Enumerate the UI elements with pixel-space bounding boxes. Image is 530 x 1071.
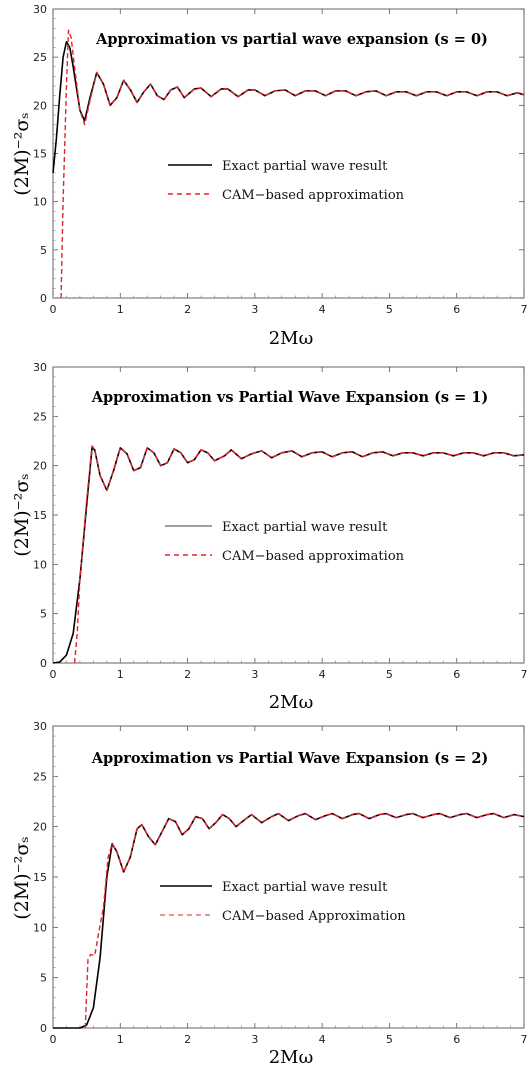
- x-tick-label: 3: [251, 303, 258, 316]
- y-tick-label: 10: [33, 921, 47, 934]
- y-axis-label: (2M)⁻²σₛ: [11, 473, 33, 556]
- y-tick-label: 10: [33, 558, 47, 571]
- y-tick-label: 15: [33, 871, 47, 884]
- y-tick-label: 15: [33, 509, 47, 522]
- y-ticks: 0 5 10 15 20 25 30: [33, 361, 524, 670]
- chart-title: Approximation vs partial wave expansion …: [95, 31, 488, 48]
- legend-label-cam: CAM−based approximation: [222, 188, 405, 203]
- cam-approximation-line: [73, 445, 525, 664]
- legend-label-exact: Exact partial wave result: [222, 880, 388, 895]
- y-axis-label: (2M)⁻²σₛ: [11, 112, 33, 195]
- chart-panel-s1: Approximation vs Partial Wave Expansion …: [11, 361, 528, 713]
- x-tick-label: 0: [50, 1033, 57, 1046]
- cam-approximation-line: [84, 812, 525, 1029]
- y-axis-label: (2M)⁻²σₛ: [11, 836, 33, 919]
- x-tick-label: 1: [117, 1033, 124, 1046]
- x-tick-label: 2: [184, 668, 191, 681]
- plot-frame: [52, 8, 525, 299]
- legend-label-cam: CAM−based approximation: [222, 549, 405, 564]
- legend: Exact partial wave result CAM−based appr…: [168, 159, 405, 203]
- series-lines: [52, 445, 525, 664]
- x-tick-label: 0: [50, 668, 57, 681]
- exact-result-line: [52, 40, 525, 173]
- x-tick-label: 1: [117, 668, 124, 681]
- y-tick-label: 5: [40, 608, 47, 621]
- x-tick-label: 5: [386, 1033, 393, 1046]
- x-tick-label: 1: [117, 303, 124, 316]
- y-tick-label: 30: [33, 720, 47, 733]
- x-tick-label: 0: [50, 303, 57, 316]
- y-tick-label: 20: [33, 99, 47, 112]
- x-tick-label: 5: [386, 303, 393, 316]
- x-tick-label: 4: [319, 1033, 326, 1046]
- y-tick-label: 0: [40, 657, 47, 670]
- legend-label-exact: Exact partial wave result: [222, 520, 388, 535]
- x-tick-label: 6: [453, 668, 460, 681]
- x-tick-label: 5: [386, 668, 393, 681]
- plot-frame: [52, 725, 525, 1029]
- x-tick-label: 2: [184, 1033, 191, 1046]
- y-tick-label: 25: [33, 770, 47, 783]
- x-axis-label: 2Mω: [269, 692, 314, 713]
- x-tick-label: 7: [521, 668, 528, 681]
- chart-title: Approximation vs Partial Wave Expansion …: [91, 750, 489, 767]
- x-tick-label: 7: [521, 1033, 528, 1046]
- cam-approximation-line: [60, 29, 525, 299]
- plot-frame: [52, 366, 525, 664]
- x-ticks: 0 1 2 3 4 5 6 7: [50, 367, 528, 681]
- x-tick-label: 3: [251, 1033, 258, 1046]
- legend-label-exact: Exact partial wave result: [222, 159, 388, 174]
- legend: Exact partial wave result CAM−based Appr…: [160, 880, 406, 924]
- y-tick-label: 15: [33, 148, 47, 161]
- chart-title: Approximation vs Partial Wave Expansion …: [91, 389, 489, 406]
- x-tick-label: 6: [453, 1033, 460, 1046]
- x-axis-label: 2Mω: [269, 1047, 314, 1068]
- series-lines: [52, 29, 525, 299]
- y-ticks: 0 5 10 15 20 25 30: [33, 3, 524, 305]
- y-tick-label: 25: [33, 51, 47, 64]
- x-tick-label: 4: [319, 668, 326, 681]
- y-tick-label: 0: [40, 1022, 47, 1035]
- y-tick-label: 20: [33, 460, 47, 473]
- x-tick-label: 4: [319, 303, 326, 316]
- legend-label-cam: CAM−based Approximation: [222, 909, 406, 924]
- y-tick-label: 25: [33, 410, 47, 423]
- legend: Exact partial wave result CAM−based appr…: [165, 520, 405, 564]
- series-lines: [53, 812, 525, 1029]
- y-tick-label: 5: [40, 972, 47, 985]
- x-tick-label: 6: [453, 303, 460, 316]
- y-tick-label: 30: [33, 3, 47, 16]
- chart-panel-s2: Approximation vs Partial Wave Expansion …: [11, 720, 528, 1068]
- x-axis-label: 2Mω: [269, 328, 314, 349]
- y-tick-label: 5: [40, 244, 47, 257]
- x-ticks: 0 1 2 3 4 5 6 7: [50, 9, 528, 316]
- y-tick-label: 20: [33, 821, 47, 834]
- y-tick-label: 30: [33, 361, 47, 374]
- y-tick-label: 0: [40, 292, 47, 305]
- x-ticks: 0 1 2 3 4 5 6 7: [50, 726, 528, 1046]
- x-tick-label: 3: [251, 668, 258, 681]
- x-tick-label: 7: [521, 303, 528, 316]
- chart-panel-s0: Approximation vs partial wave expansion …: [11, 3, 528, 349]
- y-tick-label: 10: [33, 196, 47, 209]
- y-ticks: 0 5 10 15 20 25 30: [33, 720, 524, 1035]
- x-tick-label: 2: [184, 303, 191, 316]
